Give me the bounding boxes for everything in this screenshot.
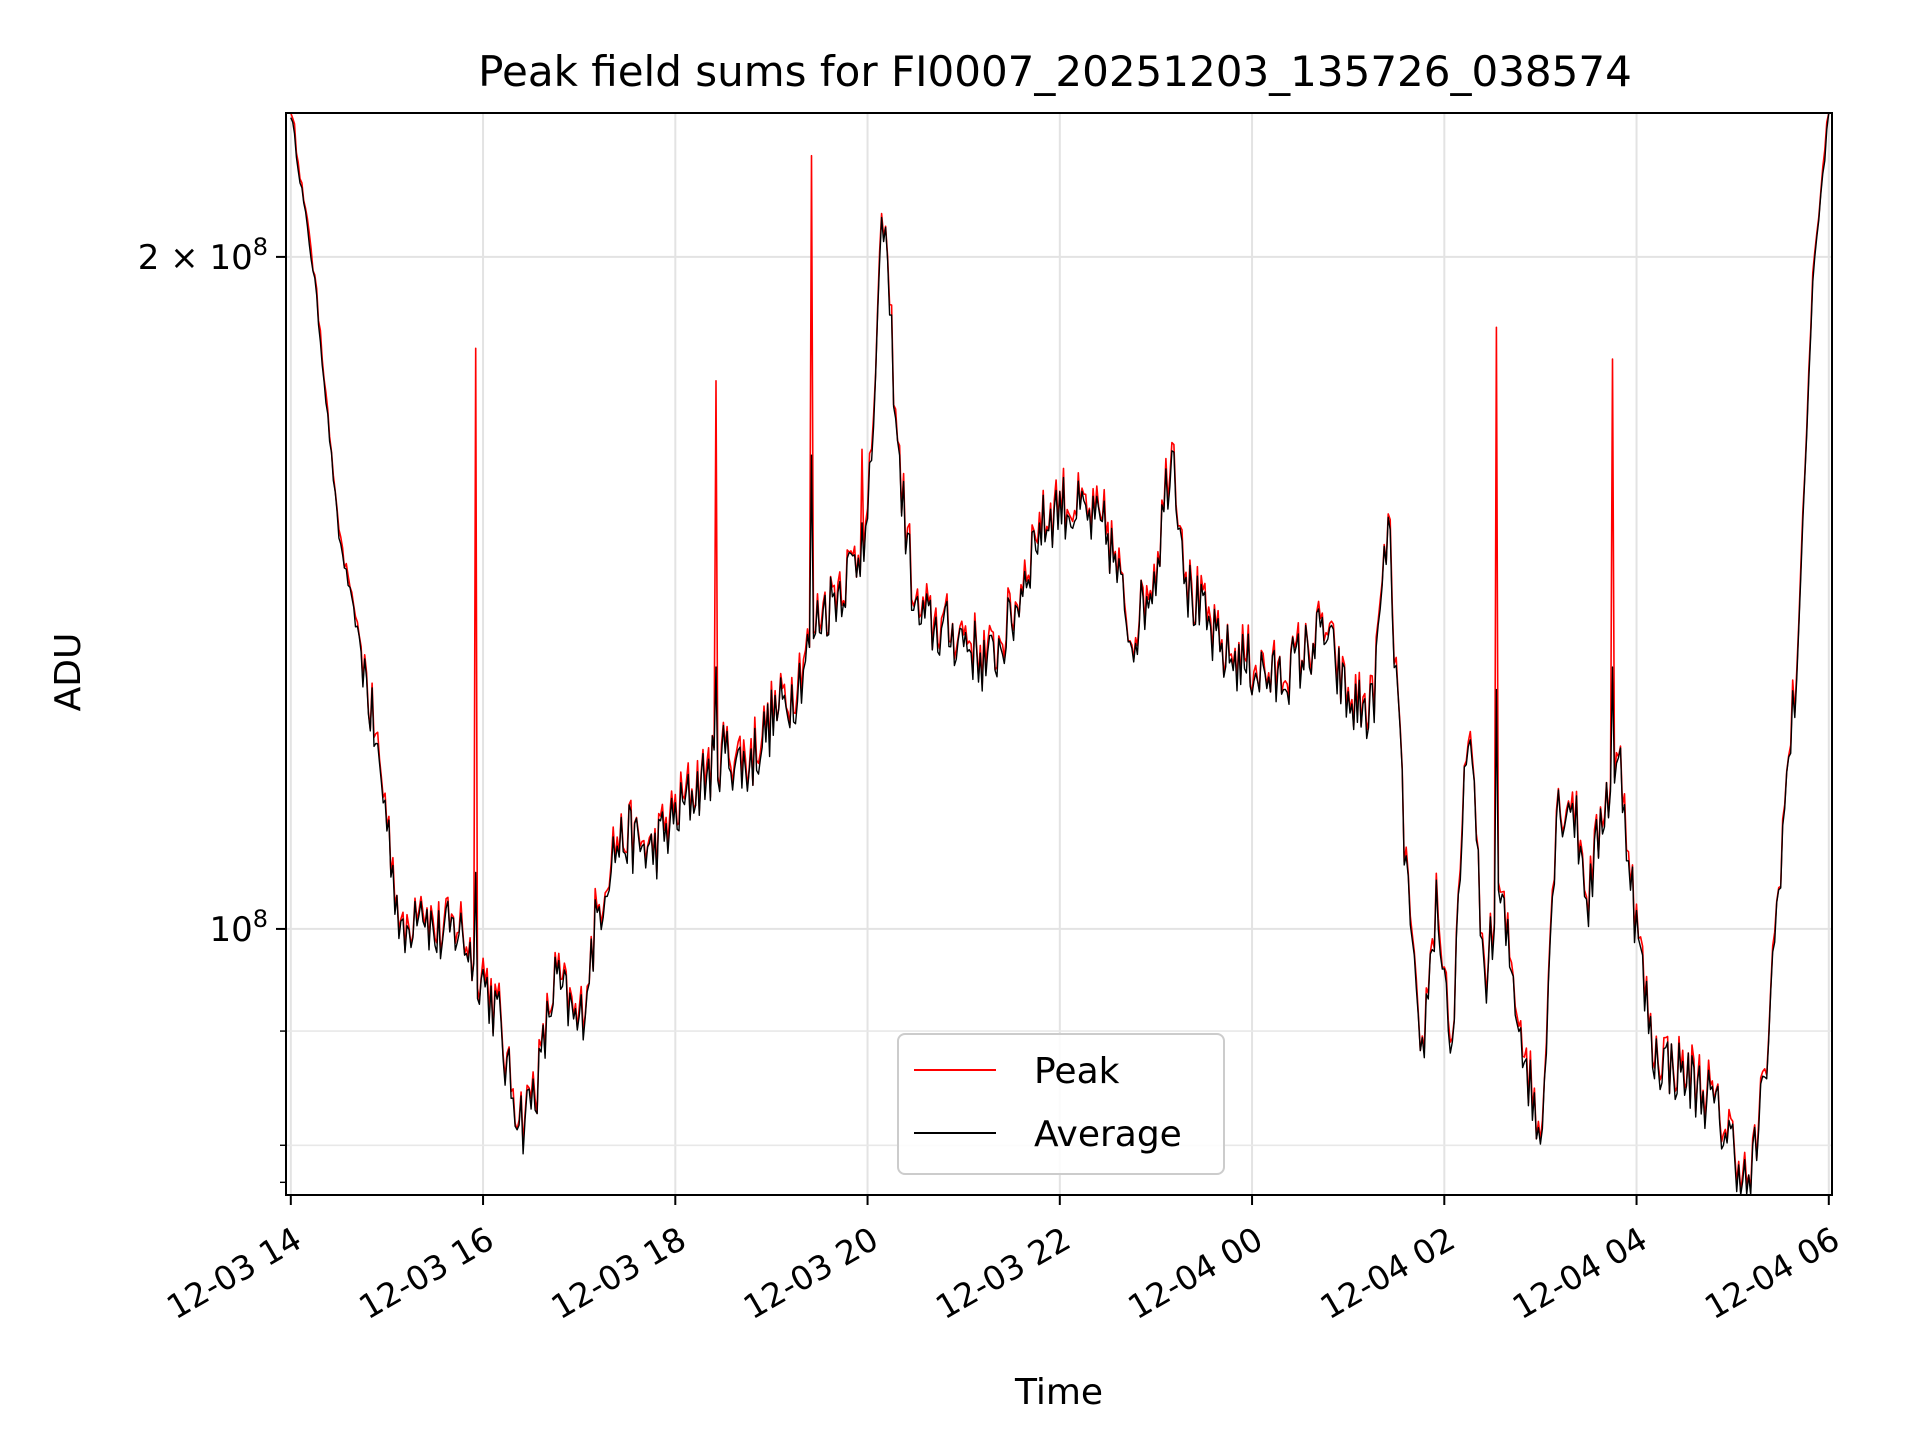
chart-title: Peak field sums for FI0007_20251203_1357… [478, 47, 1632, 96]
y-tick-label-0: 2 × 108 [138, 233, 268, 278]
legend: Peak Average [897, 1033, 1225, 1175]
legend-label-average: Average [1034, 1114, 1182, 1155]
series-line-average [290, 112, 1830, 1196]
y-axis-label: ADU [48, 633, 89, 712]
x-axis-label: Time [1014, 1372, 1103, 1413]
grid-lines [286, 113, 1832, 1195]
data-series [290, 112, 1830, 1196]
legend-label-peak: Peak [1034, 1051, 1120, 1092]
